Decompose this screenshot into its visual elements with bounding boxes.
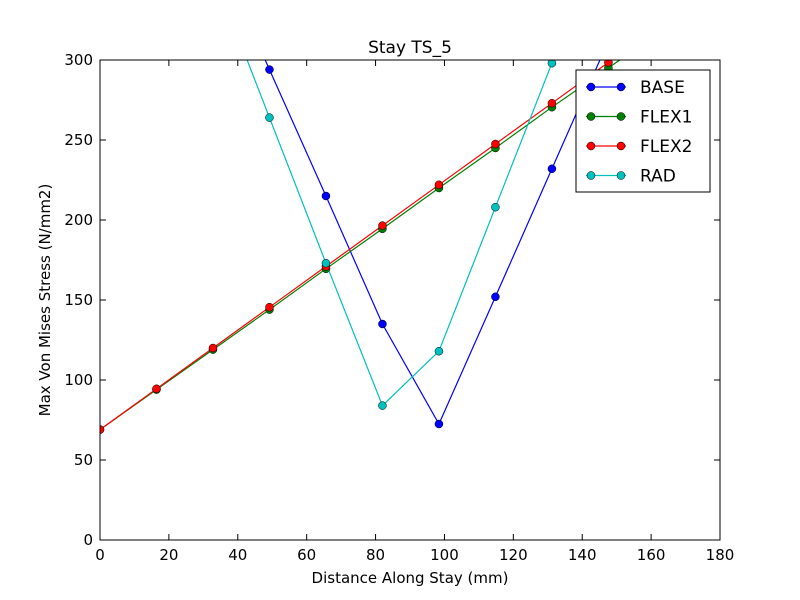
y-tick-label: 0 [83, 531, 93, 549]
y-tick-label: 150 [64, 291, 93, 309]
data-point [491, 202, 500, 212]
x-axis-label: Distance Along Stay (mm) [312, 569, 509, 587]
data-point [434, 180, 444, 190]
x-tick-label: 40 [228, 546, 247, 564]
legend-marker [616, 112, 626, 121]
x-tick-label: 100 [430, 546, 459, 564]
data-point [378, 319, 387, 329]
y-tick-label: 200 [64, 211, 93, 229]
legend-marker [616, 171, 626, 180]
data-point [491, 292, 500, 302]
legend-box [575, 69, 711, 193]
x-tick-label: 160 [637, 546, 666, 564]
y-axis-label: Max Von Mises Stress (N/mm2) [36, 184, 54, 417]
legend-marker [586, 141, 596, 151]
data-point [547, 98, 557, 108]
data-point [321, 258, 331, 268]
x-tick-label: 0 [95, 546, 105, 564]
legend-label: BASE [640, 78, 685, 98]
plot-area [100, 60, 621, 434]
x-tick-label: 60 [297, 546, 316, 564]
y-tick-label: 100 [64, 371, 93, 389]
legend-marker [586, 112, 596, 121]
data-point [265, 302, 274, 312]
x-tick-label: 120 [499, 546, 528, 564]
x-tick-label: 140 [568, 546, 597, 564]
y-tick-label: 250 [64, 131, 93, 149]
legend-marker [586, 171, 596, 180]
series-line [264, 60, 601, 426]
y-tick-label: 300 [64, 51, 93, 69]
data-point [321, 191, 331, 201]
legend-label: RAD [640, 167, 676, 187]
y-tick-label: 50 [74, 451, 93, 469]
x-tick-label: 20 [159, 546, 178, 564]
x-tick-label: 80 [366, 546, 385, 564]
data-point [265, 113, 274, 122]
data-point [547, 60, 557, 68]
legend-label: FLEX2 [640, 137, 692, 157]
data-point [100, 425, 105, 434]
x-tick-label: 180 [706, 546, 735, 564]
data-point [208, 343, 218, 353]
data-point [378, 401, 387, 410]
legend-marker [586, 82, 596, 92]
data-point [265, 65, 274, 74]
legend-marker [616, 82, 626, 92]
legend-label: FLEX1 [640, 108, 692, 128]
legend-marker [616, 141, 626, 151]
data-point [604, 60, 613, 67]
data-point [378, 221, 387, 230]
data-point [491, 139, 500, 149]
data-point [152, 384, 161, 394]
chart-title: Stay TS_5 [368, 38, 452, 58]
data-point [434, 346, 444, 356]
data-point [547, 164, 557, 174]
data-point [434, 419, 444, 429]
